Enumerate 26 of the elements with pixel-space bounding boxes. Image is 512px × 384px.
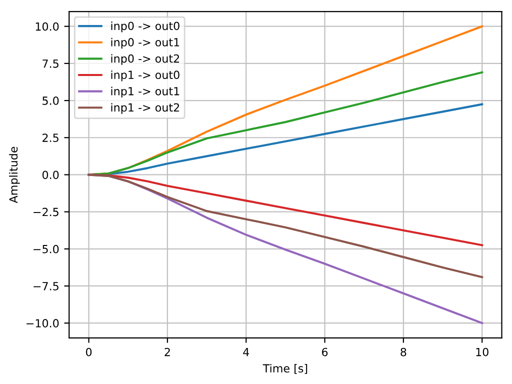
y-tick-label: −10.0 [26,319,59,328]
y-axis-title: Amplitude [9,146,20,204]
x-tick-label: 6 [322,348,328,356]
x-tick-label: 2 [164,348,170,356]
x-axis-title: Time [s] [262,364,308,374]
y-tick-label: −2.5 [34,208,58,216]
x-tick-label: 0 [86,348,92,356]
y-tick-label: 10.0 [36,22,59,31]
y-tick-label: 5.0 [42,96,59,105]
y-tick-label: −5.0 [34,244,59,254]
y-tick-label: 7.5 [42,60,58,68]
legend-label: inp1 -> out1 [111,86,180,98]
x-tick-label: 4 [243,348,250,356]
x-tick-label: 8 [400,348,406,356]
y-tick-label: 0.0 [42,170,59,180]
line-series [88,174,484,246]
legend-label: inp0 -> out2 [111,54,180,65]
legend-label: inp1 -> out0 [111,70,180,82]
y-tick-label: −7.5 [34,282,58,290]
y-tick-label: 2.5 [42,134,58,142]
line-series [88,71,484,176]
line-series [88,174,484,278]
x-tick-label: 10 [476,348,488,356]
legend-label: inp0 -> out1 [111,38,180,49]
legend-label: inp1 -> out2 [111,103,180,114]
legend-label: inp0 -> out0 [111,22,180,32]
